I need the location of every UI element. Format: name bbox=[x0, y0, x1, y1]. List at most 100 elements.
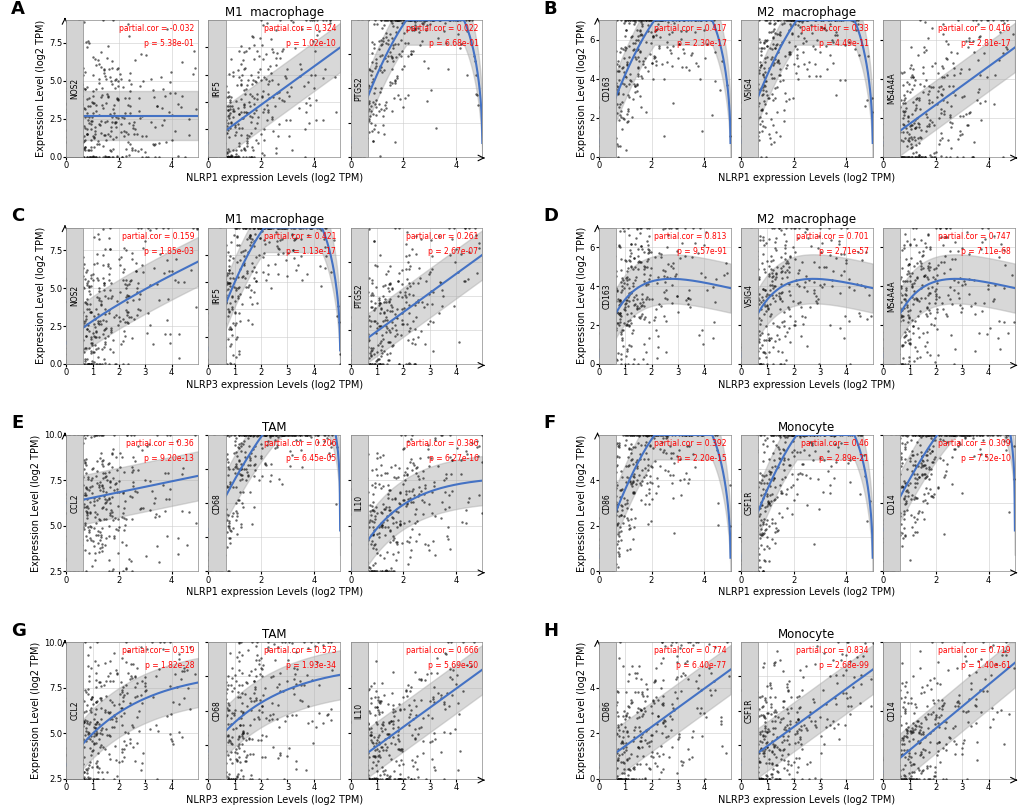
Point bbox=[380, 487, 396, 500]
Point bbox=[415, 734, 431, 747]
Point bbox=[399, 434, 416, 447]
Point bbox=[60, 65, 76, 77]
Point bbox=[399, 334, 416, 347]
Point bbox=[657, 730, 674, 743]
Point bbox=[260, 641, 276, 654]
Point bbox=[206, 150, 222, 163]
Point bbox=[880, 95, 897, 108]
Point bbox=[776, 470, 793, 483]
Point bbox=[106, 721, 122, 734]
Point bbox=[888, 316, 904, 329]
Point bbox=[377, 295, 393, 308]
Point bbox=[742, 514, 758, 527]
Point bbox=[390, 358, 407, 370]
Point bbox=[242, 100, 258, 113]
Point bbox=[744, 741, 760, 754]
Point bbox=[815, 454, 832, 466]
Point bbox=[358, 772, 374, 785]
Point bbox=[740, 532, 756, 545]
Point bbox=[252, 221, 268, 234]
Point bbox=[207, 56, 223, 69]
Point bbox=[103, 150, 119, 163]
Point bbox=[633, 69, 649, 82]
Point bbox=[201, 98, 217, 111]
Point bbox=[966, 699, 982, 712]
Point bbox=[346, 554, 363, 567]
Point bbox=[272, 748, 288, 761]
Point bbox=[115, 81, 131, 94]
Point bbox=[93, 298, 109, 311]
Point bbox=[345, 145, 362, 158]
Point bbox=[120, 290, 137, 303]
Point bbox=[285, 243, 302, 256]
Point bbox=[926, 261, 943, 274]
Point bbox=[58, 487, 74, 500]
Point bbox=[87, 312, 103, 325]
Point bbox=[664, 256, 681, 269]
Point bbox=[596, 320, 612, 332]
Point bbox=[229, 221, 246, 234]
Point bbox=[71, 128, 88, 140]
Point bbox=[64, 293, 81, 306]
Point bbox=[966, 699, 982, 712]
Point bbox=[384, 529, 400, 542]
Point bbox=[58, 102, 74, 115]
Point bbox=[296, 679, 312, 692]
Point bbox=[625, 44, 641, 56]
Point bbox=[202, 150, 218, 163]
Point bbox=[360, 328, 376, 341]
Point bbox=[937, 221, 954, 234]
Point bbox=[123, 332, 140, 345]
Point bbox=[765, 241, 782, 254]
Point bbox=[616, 253, 633, 266]
Point bbox=[766, 656, 783, 669]
Point bbox=[595, 132, 611, 145]
Point bbox=[81, 116, 97, 129]
Point bbox=[268, 221, 284, 234]
Point bbox=[215, 349, 231, 362]
Point bbox=[903, 521, 919, 533]
Point bbox=[208, 565, 224, 578]
Point bbox=[375, 767, 391, 780]
Point bbox=[881, 358, 898, 370]
Point bbox=[82, 287, 98, 300]
Point bbox=[776, 246, 793, 259]
Point bbox=[735, 504, 751, 517]
Point bbox=[236, 463, 253, 476]
Point bbox=[354, 772, 370, 785]
Point bbox=[758, 33, 774, 46]
Point bbox=[361, 115, 377, 128]
Point bbox=[344, 772, 361, 785]
Point bbox=[754, 772, 770, 785]
Point bbox=[84, 693, 100, 706]
Point bbox=[769, 289, 786, 302]
Point bbox=[352, 667, 368, 680]
Point bbox=[891, 509, 907, 522]
Point bbox=[448, 441, 465, 454]
Point bbox=[232, 763, 249, 776]
Point bbox=[86, 257, 102, 270]
Point bbox=[944, 116, 960, 129]
Point bbox=[58, 136, 74, 149]
Point bbox=[878, 534, 895, 547]
Point bbox=[212, 734, 228, 746]
Point bbox=[878, 537, 895, 550]
Point bbox=[352, 355, 368, 368]
Point bbox=[738, 546, 754, 559]
Point bbox=[215, 148, 231, 161]
Point bbox=[593, 761, 609, 774]
Point bbox=[64, 150, 81, 163]
Point bbox=[619, 307, 635, 320]
Point bbox=[596, 97, 612, 110]
Point bbox=[949, 245, 965, 257]
Point bbox=[375, 110, 391, 123]
Point bbox=[227, 221, 244, 234]
Point bbox=[655, 269, 672, 282]
Point bbox=[102, 753, 118, 766]
Point bbox=[72, 706, 89, 719]
Point bbox=[403, 772, 419, 785]
Point bbox=[776, 431, 793, 444]
Point bbox=[374, 765, 390, 778]
Point bbox=[66, 138, 83, 151]
Point bbox=[61, 273, 77, 286]
